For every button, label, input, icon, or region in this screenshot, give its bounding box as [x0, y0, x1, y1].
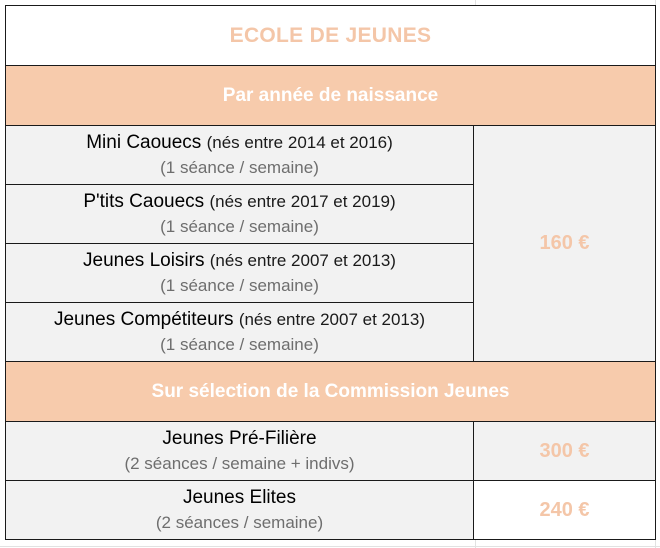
category-frequency: (2 séances / semaine + indivs) [124, 454, 355, 473]
title-row: ECOLE DE JEUNES [5, 5, 656, 66]
pricing-table: ECOLE DE JEUNES Par année de naissance M… [5, 5, 656, 540]
category-frequency: (1 séance / semaine) [160, 335, 319, 354]
sheet-gridline [655, 0, 656, 548]
section-header-row: Sur sélection de la Commission Jeunes [5, 361, 656, 422]
table-row: Jeunes Elites (2 séances / semaine) 240 … [5, 480, 656, 540]
table-row: Jeunes Compétiteurs (nés entre 2007 et 2… [5, 302, 656, 362]
category-cell-jeunes-competiteurs[interactable]: Jeunes Compétiteurs (nés entre 2007 et 2… [5, 302, 474, 362]
category-name: Jeunes Compétiteurs [53, 309, 234, 330]
category-cell-mini-caouecs[interactable]: Mini Caouecs (nés entre 2014 et 2016) (1… [5, 125, 474, 185]
price-cell-elites[interactable]: 240 € [473, 480, 656, 540]
sheet-gridline [0, 546, 660, 547]
category-ages: (nés entre 2007 et 2013) [209, 251, 396, 270]
category-ages: (nés entre 2017 et 2019) [209, 192, 396, 211]
section-header-row: Par année de naissance [5, 65, 656, 126]
category-cell-jeunes-pre-filiere[interactable]: Jeunes Pré-Filière (2 séances / semaine … [5, 421, 474, 481]
category-name: Jeunes Loisirs [83, 250, 205, 271]
price-cell-shared[interactable]: 160 € [473, 125, 656, 362]
table-row: Jeunes Loisirs (nés entre 2007 et 2013) … [5, 243, 656, 303]
category-frequency: (2 séances / semaine) [155, 513, 324, 532]
category-cell-jeunes-loisirs[interactable]: Jeunes Loisirs (nés entre 2007 et 2013) … [5, 243, 474, 303]
category-frequency: (1 séance / semaine) [160, 276, 319, 295]
category-frequency: (1 séance / semaine) [160, 217, 319, 236]
category-name: P'tits Caouecs [83, 191, 205, 212]
price-cell-pre-filiere[interactable]: 300 € [473, 421, 656, 481]
category-cell-jeunes-elites[interactable]: Jeunes Elites (2 séances / semaine) [5, 480, 474, 540]
category-cell-ptits-caouecs[interactable]: P'tits Caouecs (nés entre 2017 et 2019) … [5, 184, 474, 244]
section-header-selection[interactable]: Sur sélection de la Commission Jeunes [5, 361, 656, 422]
table-title[interactable]: ECOLE DE JEUNES [5, 5, 656, 66]
category-ages: (nés entre 2007 et 2013) [238, 310, 425, 329]
table-row: P'tits Caouecs (nés entre 2017 et 2019) … [5, 184, 656, 244]
category-name: Jeunes Elites [182, 487, 296, 508]
table-row: Mini Caouecs (nés entre 2014 et 2016) (1… [5, 125, 656, 362]
category-name: Mini Caouecs [86, 132, 202, 153]
table-row: Jeunes Pré-Filière (2 séances / semaine … [5, 421, 656, 481]
category-ages: (nés entre 2014 et 2016) [206, 133, 393, 152]
category-frequency: (1 séance / semaine) [160, 158, 319, 177]
category-name: Jeunes Pré-Filière [162, 428, 317, 449]
section-header-birth-year[interactable]: Par année de naissance [5, 65, 656, 126]
